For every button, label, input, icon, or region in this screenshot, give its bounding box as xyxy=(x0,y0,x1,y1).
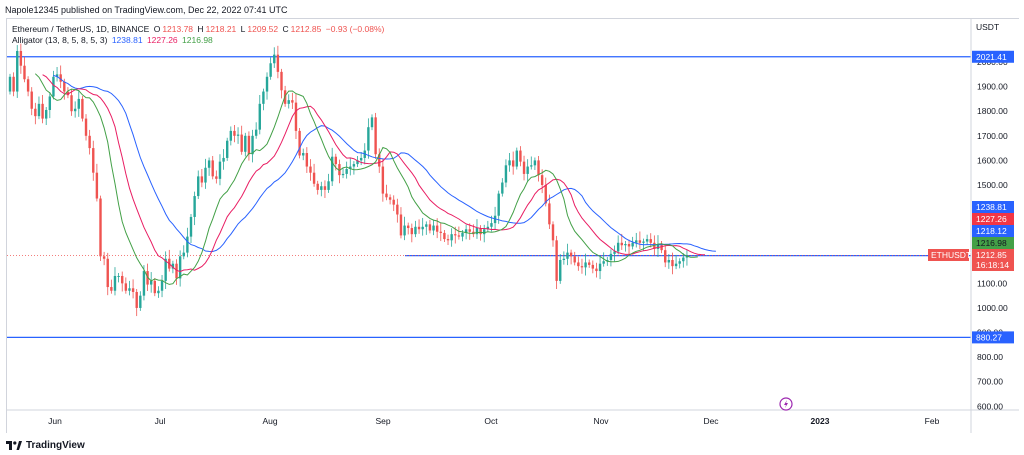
low-label: L xyxy=(240,24,246,34)
brand-name: TradingView xyxy=(26,440,85,451)
chart-frame[interactable] xyxy=(6,18,1019,433)
close-label: C xyxy=(282,24,289,34)
open-value: 1213.78 xyxy=(162,24,194,34)
symbol-name[interactable]: Ethereum / TetherUS, 1D, BINANCE xyxy=(12,24,150,34)
high-label: H xyxy=(197,24,204,34)
publish-header: Napole12345 published on TradingView.com… xyxy=(5,5,288,15)
tradingview-logo-icon[interactable] xyxy=(6,440,22,452)
open-label: O xyxy=(153,24,161,34)
low-value: 1209.52 xyxy=(247,24,279,34)
jaw-value: 1238.81 xyxy=(111,35,143,45)
indicator-name[interactable]: Alligator (13, 8, 5, 8, 5, 3) xyxy=(12,35,108,45)
legend-symbol-row: Ethereum / TetherUS, 1D, BINANCE O 1213.7… xyxy=(12,24,386,34)
teeth-value: 1227.26 xyxy=(146,35,178,45)
legend-indicator-row: Alligator (13, 8, 5, 8, 5, 3) 1238.81 12… xyxy=(12,35,215,45)
close-value: 1212.85 xyxy=(290,24,322,34)
lips-value: 1216.98 xyxy=(182,35,213,45)
high-value: 1218.21 xyxy=(205,24,237,34)
change-value: −0.93 (−0.08%) xyxy=(325,24,385,34)
footer: TradingView xyxy=(6,436,85,455)
